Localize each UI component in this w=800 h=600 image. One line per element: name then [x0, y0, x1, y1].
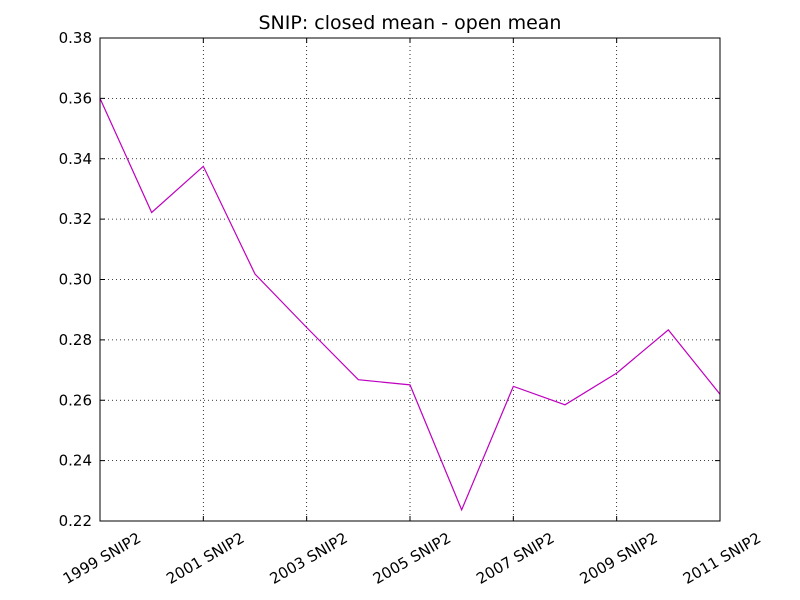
y-tick-label: 0.28: [59, 331, 92, 349]
axis-ticks: [99, 37, 721, 522]
y-tick-label: 0.34: [59, 150, 92, 168]
y-tick-label: 0.22: [59, 512, 92, 530]
y-tick-label: 0.30: [59, 271, 92, 289]
series-layer: [99, 98, 721, 512]
y-tick-label: 0.32: [59, 210, 92, 228]
y-tick-label: 0.36: [59, 89, 92, 107]
y-tick-label: 0.38: [59, 29, 92, 47]
y-tick-label: 0.26: [59, 391, 92, 409]
series-line: [99, 98, 721, 512]
y-tick-label: 0.24: [59, 452, 92, 470]
chart-title: SNIP: closed mean - open mean: [259, 12, 562, 34]
y-axis-tick-labels: 0.22 0.24 0.26 0.28 0.30 0.32 0.34 0.36 0.38: [59, 29, 92, 530]
